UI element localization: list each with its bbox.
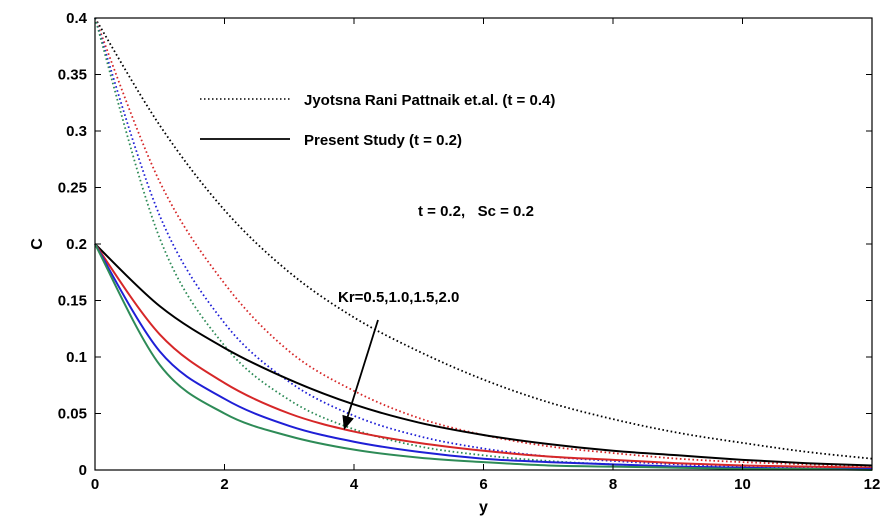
y-tick-label: 0.3 <box>66 123 87 140</box>
y-tick-label: 0.05 <box>58 406 87 423</box>
x-tick-label: 6 <box>479 476 487 493</box>
y-tick-label: 0.25 <box>58 180 87 197</box>
y-tick-label: 0.15 <box>58 293 87 310</box>
series-line-dotted-0 <box>94 17 873 460</box>
series-line-dotted-1 <box>94 17 873 468</box>
x-tick-label: 2 <box>220 476 228 493</box>
y-tick-label: 0 <box>79 462 87 479</box>
legend-entry-solid: Present Study (t = 0.2) <box>304 132 462 149</box>
series-line-solid-4 <box>94 243 873 467</box>
legend-entry-dotted: Jyotsna Rani Pattnaik et.al. (t = 0.4) <box>304 92 555 109</box>
y-tick-label: 0.35 <box>58 67 87 84</box>
x-tick-label: 12 <box>864 476 881 493</box>
ticks-layer: 0 2 4 6 8 10 12 0 0.05 0.1 0.15 0.2 0.25 0.3 0.35 0.4 <box>58 10 881 493</box>
kr-arrow <box>342 319 379 430</box>
y-tick-label: 0.2 <box>66 236 87 253</box>
legend: Jyotsna Rani Pattnaik et.al. (t = 0.4) P… <box>200 92 555 149</box>
kr-arrow-label: Kr=0.5,1.0,1.5,2.0 <box>338 289 459 306</box>
y-tick-label: 0.1 <box>66 349 87 366</box>
y-tick-label: 0.4 <box>66 10 88 27</box>
x-tick-label: 4 <box>350 476 359 493</box>
x-tick-label: 0 <box>91 476 99 493</box>
parameter-annotation: t = 0.2, Sc = 0.2 <box>418 203 534 220</box>
x-axis-label: y <box>479 499 488 516</box>
x-tick-label: 8 <box>609 476 617 493</box>
arrow-shaft <box>345 319 379 423</box>
arrow-head <box>342 414 354 430</box>
x-tick-label: 10 <box>734 476 751 493</box>
y-axis-label: C <box>29 238 46 250</box>
